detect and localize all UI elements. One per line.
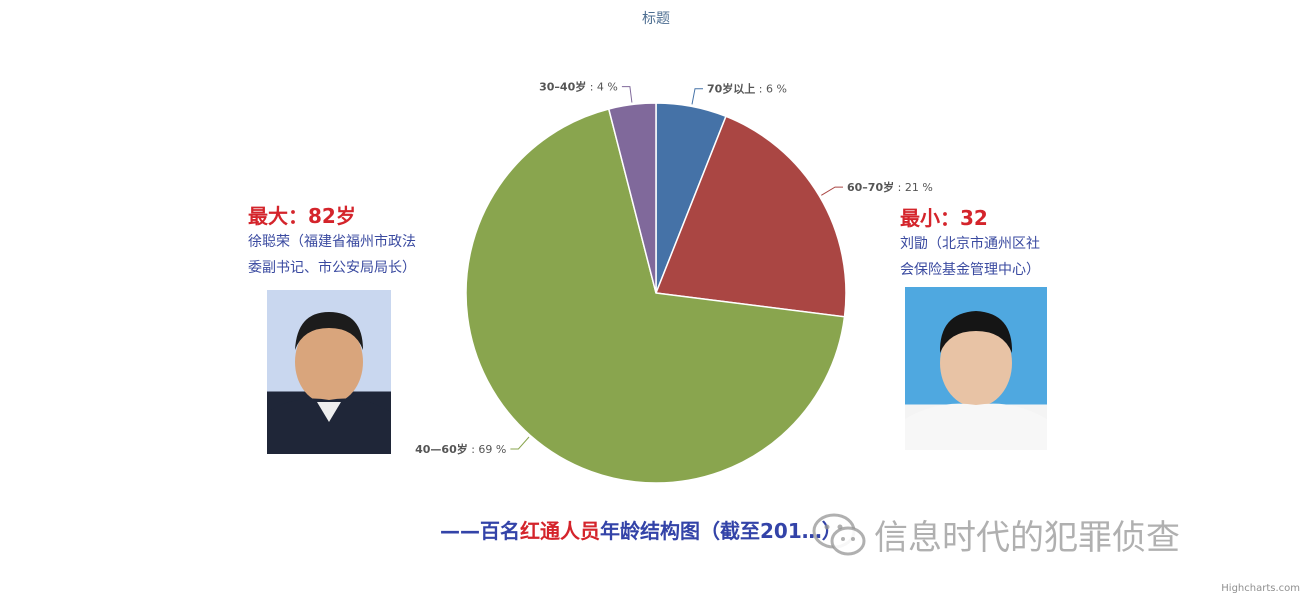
youngest-callout: 最小：32 刘勖（北京市通州区社 会保险基金管理中心） — [900, 205, 1070, 283]
slice-connector — [691, 88, 703, 105]
oldest-heading: 最大：82岁 — [248, 204, 356, 228]
slice-label: 70岁以上 : 6 % — [707, 82, 787, 96]
watermark: 信息时代的犯罪侦查 — [812, 510, 1180, 559]
oldest-description: 徐聪荣（福建省福州市政法 委副书记、市公安局局长） — [248, 234, 416, 276]
oldest-person-photo — [267, 290, 391, 454]
slice-connector — [621, 86, 633, 103]
chart-title: 标题 — [642, 11, 670, 27]
pie-slice[interactable] — [654, 115, 847, 318]
wechat-icon — [812, 513, 866, 555]
pie-slice[interactable] — [607, 102, 657, 294]
slice-label: 30–40岁 : 4 % — [539, 80, 618, 94]
slice-label: 60–70岁 : 21 % — [847, 180, 933, 194]
slice-connector — [821, 186, 843, 196]
bottom-caption: ——百名红通人员年龄结构图（截至201…） — [440, 515, 842, 544]
highcharts-credits[interactable]: Highcharts.com — [1221, 583, 1300, 594]
watermark-text: 信息时代的犯罪侦查 — [874, 518, 1180, 558]
youngest-description: 刘勖（北京市通州区社 会保险基金管理中心） — [900, 236, 1040, 278]
caption-highlight: 红通人员 — [520, 519, 600, 543]
caption-prefix: ——百名 — [440, 519, 520, 543]
caption-suffix: 年龄结构图（截至201…） — [600, 519, 842, 543]
slice-connector — [510, 436, 530, 450]
slice-label: 40—60岁 : 69 % — [415, 442, 506, 456]
youngest-person-photo — [905, 287, 1047, 450]
pie-slice[interactable] — [465, 108, 846, 484]
youngest-heading: 最小：32 — [900, 206, 988, 230]
oldest-callout: 最大：82岁 徐聪荣（福建省福州市政法 委副书记、市公安局局长） — [248, 203, 458, 281]
